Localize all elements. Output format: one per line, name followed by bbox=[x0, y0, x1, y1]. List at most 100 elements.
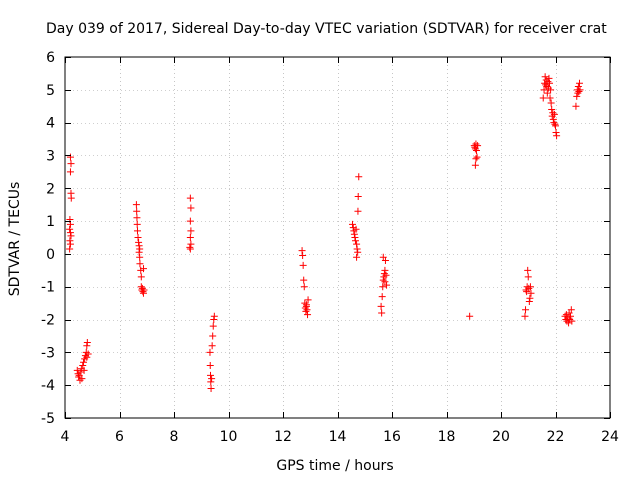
data-point bbox=[567, 306, 575, 314]
data-point bbox=[66, 225, 74, 233]
data-point bbox=[140, 286, 148, 294]
data-point bbox=[568, 317, 576, 325]
data-point bbox=[136, 245, 144, 253]
data-point bbox=[80, 358, 88, 366]
data-point bbox=[209, 322, 217, 330]
data-point bbox=[548, 106, 556, 114]
data-point bbox=[133, 207, 141, 215]
x-axis-ticks: 4 6 8 10 12 14 16 18 20 22 24 bbox=[61, 57, 619, 445]
data-point bbox=[187, 227, 195, 235]
data-point bbox=[574, 83, 582, 91]
data-point bbox=[83, 353, 91, 361]
data-point bbox=[522, 306, 530, 314]
plot-frame bbox=[64, 56, 611, 419]
data-point bbox=[472, 147, 480, 155]
y-tick-label: 4 bbox=[46, 116, 55, 132]
x-axis-label: GPS time / hours bbox=[276, 458, 393, 474]
data-point bbox=[133, 220, 141, 228]
data-point bbox=[138, 284, 146, 292]
data-point bbox=[139, 288, 147, 296]
x-tick-label: 18 bbox=[438, 429, 456, 445]
data-point bbox=[353, 240, 361, 248]
y-tick-label: -3 bbox=[41, 345, 55, 361]
y-tick-label: -1 bbox=[41, 280, 55, 296]
data-point bbox=[354, 248, 362, 256]
data-point bbox=[377, 302, 385, 310]
data-point bbox=[206, 361, 214, 369]
y-tick-label: -5 bbox=[41, 411, 55, 427]
data-point bbox=[527, 289, 535, 297]
data-point bbox=[546, 79, 554, 87]
data-point bbox=[136, 253, 144, 261]
data-point bbox=[83, 339, 91, 347]
data-point bbox=[139, 265, 147, 273]
data-point bbox=[187, 204, 195, 212]
data-point bbox=[133, 227, 141, 235]
data-point bbox=[302, 301, 310, 309]
data-point bbox=[566, 312, 574, 320]
data-point bbox=[136, 260, 144, 268]
data-point bbox=[207, 371, 215, 379]
x-tick-label: 4 bbox=[61, 429, 70, 445]
data-point bbox=[301, 304, 309, 312]
data-point bbox=[379, 253, 387, 261]
data-point bbox=[350, 230, 358, 238]
data-point bbox=[206, 348, 214, 356]
y-tick-label: 5 bbox=[46, 83, 55, 99]
data-point bbox=[351, 237, 359, 245]
data-point bbox=[66, 168, 74, 176]
data-point bbox=[546, 94, 554, 102]
x-tick-label: 22 bbox=[547, 429, 565, 445]
data-point bbox=[553, 132, 561, 140]
data-point bbox=[186, 245, 194, 253]
data-point bbox=[543, 89, 551, 97]
data-point bbox=[299, 261, 307, 269]
data-point bbox=[76, 376, 84, 384]
data-point bbox=[378, 293, 386, 301]
data-point bbox=[547, 99, 555, 107]
data-point bbox=[82, 348, 90, 356]
data-point bbox=[67, 160, 75, 168]
data-point bbox=[75, 373, 83, 381]
data-point bbox=[187, 240, 195, 248]
data-point bbox=[472, 155, 480, 163]
data-point bbox=[353, 245, 361, 253]
data-point bbox=[78, 375, 86, 383]
data-point bbox=[132, 201, 140, 209]
x-tick-label: 6 bbox=[115, 429, 124, 445]
y-tick-label: -2 bbox=[41, 313, 55, 329]
data-point bbox=[135, 248, 143, 256]
data-point bbox=[351, 234, 359, 241]
data-point bbox=[545, 74, 553, 82]
data-point bbox=[526, 294, 534, 302]
data-point bbox=[66, 229, 74, 237]
data-point bbox=[544, 78, 552, 86]
x-tick-label: 10 bbox=[220, 429, 238, 445]
chart-title: Day 039 of 2017, Sidereal Day-to-day VTE… bbox=[46, 21, 607, 37]
data-point bbox=[133, 214, 141, 222]
data-point bbox=[474, 142, 482, 150]
data-point bbox=[210, 312, 218, 320]
data-point bbox=[573, 92, 581, 100]
data-point bbox=[135, 238, 143, 246]
data-point bbox=[83, 342, 91, 350]
x-tick-label: 8 bbox=[170, 429, 179, 445]
data-point bbox=[207, 378, 215, 386]
y-tick-label: 1 bbox=[46, 214, 55, 230]
data-point bbox=[381, 266, 389, 274]
data-point bbox=[524, 273, 532, 281]
data-point bbox=[134, 234, 142, 241]
data-point bbox=[473, 153, 481, 161]
x-tick-label: 16 bbox=[383, 429, 401, 445]
data-point bbox=[210, 316, 218, 324]
data-point bbox=[380, 270, 388, 278]
y-axis-label: SDTVAR / TECUs bbox=[7, 182, 23, 297]
x-tick-label: 24 bbox=[601, 429, 619, 445]
data-point bbox=[550, 110, 558, 118]
data-point bbox=[302, 307, 310, 315]
data-point bbox=[381, 278, 389, 286]
data-point bbox=[352, 225, 360, 233]
y-tick-label: 3 bbox=[46, 148, 55, 164]
data-point bbox=[550, 119, 558, 127]
data-point bbox=[466, 312, 474, 320]
